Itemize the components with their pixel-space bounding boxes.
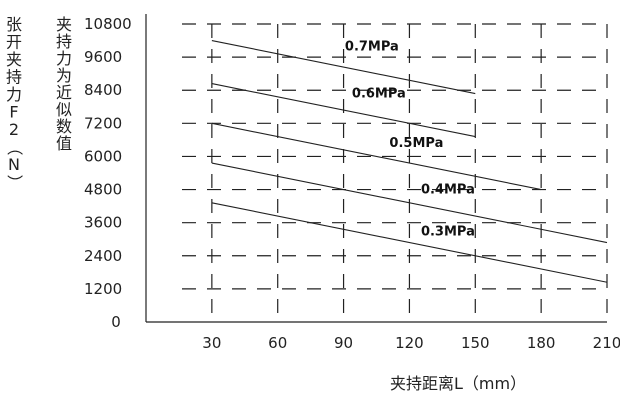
series-label: 0.3MPa [421, 224, 475, 239]
y-tick-label: 7200 [84, 114, 122, 132]
y-axis-label-secondary-char: 开 [6, 33, 22, 52]
series-line-2 [211, 122, 542, 191]
y-axis-label-char: 数 [56, 117, 72, 136]
series-line-4 [211, 202, 608, 283]
y-tick-label: 4800 [84, 181, 122, 199]
x-tick-label: 180 [527, 334, 556, 352]
series-label: 0.4MPa [421, 183, 475, 198]
y-tick-label: 0 [111, 313, 121, 331]
y-tick-label: 6000 [84, 147, 122, 165]
y-axis-label-char: 为 [56, 66, 72, 85]
series-label: 0.5MPa [389, 136, 443, 151]
x-tick-label: 30 [202, 334, 221, 352]
y-axis-label-secondary-char: 力 [6, 85, 22, 104]
series-labels: 0.7MPa 0.6MPa 0.5MPa 0.4MPa 0.3MPa [345, 39, 475, 239]
y-tick-label: 8400 [84, 81, 122, 99]
y-axis-label-char: 夹 [56, 15, 72, 34]
y-tick-label: 9600 [84, 48, 122, 66]
y-axis-label-secondary-char: 夹 [6, 50, 22, 69]
x-tick-label: 150 [461, 334, 490, 352]
y-axis-label-secondary-char: 张 [6, 15, 22, 34]
series-label: 0.7MPa [345, 39, 399, 54]
y-axis-label-char: 值 [56, 134, 72, 153]
y-axis-label-secondary-char: （ [5, 139, 24, 155]
grid [182, 23, 608, 322]
x-tick-label: 60 [268, 334, 287, 352]
x-tick-label: 210 [593, 334, 620, 352]
y-tick-label: 1200 [84, 280, 122, 298]
series-line-3 [211, 162, 608, 244]
y-axis-label-secondary-char: ） [5, 174, 24, 190]
y-axis-label-char: 似 [56, 100, 72, 119]
series-line-0 [211, 40, 476, 95]
series-line-1 [211, 83, 476, 138]
x-tick-label: 90 [334, 334, 353, 352]
y-axis-label-secondary-char: 持 [6, 68, 22, 87]
y-axis-label-secondary-char: F [9, 103, 18, 122]
series-label: 0.6MPa [352, 86, 406, 101]
y-axis-label-char: 持 [56, 32, 72, 51]
y-axis-label-secondary-char: 2 [9, 120, 19, 139]
y-tick-label: 2400 [84, 247, 122, 265]
axes [145, 14, 607, 323]
series-lines [211, 40, 608, 283]
x-axis-label: 夹持距离L（mm） [390, 374, 526, 393]
y-axis-label-char: 近 [56, 83, 72, 102]
y-axis-label-secondary-char: N [8, 155, 20, 174]
y-axis-label-char: 力 [56, 49, 72, 68]
tick-labels: 0 1200 2400 3600 4800 6000 7200 8400 9600 10800 30… [84, 15, 620, 352]
y-tick-label: 3600 [84, 214, 122, 232]
x-tick-label: 120 [395, 334, 424, 352]
y-tick-label: 10800 [84, 15, 132, 33]
